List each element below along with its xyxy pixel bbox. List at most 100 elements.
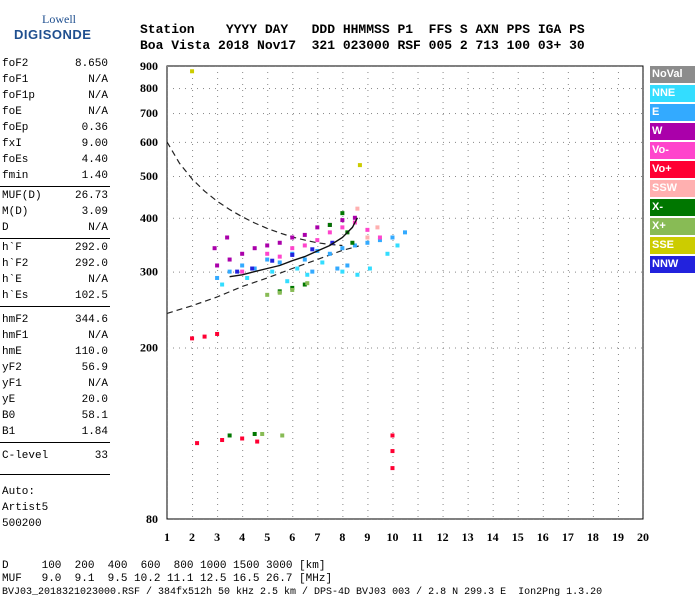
echo-point	[390, 235, 395, 240]
grid-dot	[467, 336, 469, 337]
grid-dot	[167, 516, 168, 517]
grid-dot	[492, 306, 494, 307]
grid-dot	[267, 318, 269, 319]
grid-dot	[292, 480, 294, 481]
grid-dot	[617, 180, 619, 181]
grid-dot	[192, 288, 194, 289]
grid-dot	[542, 198, 544, 199]
grid-dot	[275, 176, 276, 178]
grid-dot	[217, 402, 219, 403]
grid-dot	[292, 336, 294, 337]
grid-dot	[569, 271, 570, 273]
grid-dot	[367, 498, 369, 499]
grid-dot	[263, 176, 264, 178]
grid-dot	[542, 354, 544, 355]
grid-dot	[192, 456, 194, 457]
grid-dot	[179, 176, 180, 178]
echo-point	[403, 230, 407, 235]
grid-dot	[442, 240, 444, 241]
grid-dot	[467, 390, 469, 391]
grid-dot	[389, 141, 390, 143]
grid-dot	[617, 384, 619, 385]
grid-dot	[542, 300, 544, 301]
grid-dot	[167, 486, 168, 487]
grid-dot	[192, 402, 194, 403]
x-tick-label: 3	[214, 530, 220, 544]
grid-dot	[467, 324, 469, 325]
grid-dot	[292, 414, 294, 415]
grid-dot	[367, 360, 369, 361]
grid-dot	[442, 228, 444, 229]
grid-dot	[593, 271, 594, 273]
grid-dot	[242, 366, 244, 367]
grid-dot	[587, 113, 588, 115]
grid-dot	[267, 336, 269, 337]
grid-dot	[292, 144, 294, 145]
grid-dot	[292, 234, 294, 235]
grid-dot	[367, 222, 369, 223]
grid-dot	[359, 113, 360, 115]
grid-dot	[389, 66, 390, 67]
grid-dot	[592, 426, 594, 427]
grid-dot	[467, 282, 469, 283]
grid-dot	[392, 414, 394, 415]
grid-dot	[342, 132, 344, 133]
echo-point	[240, 269, 245, 274]
grid-dot	[367, 240, 369, 241]
grid-dot	[217, 174, 219, 175]
grid-dot	[517, 384, 519, 385]
grid-dot	[517, 78, 519, 79]
grid-dot	[442, 180, 444, 181]
grid-dot	[367, 504, 369, 505]
grid-dot	[317, 402, 319, 403]
grid-dot	[317, 347, 318, 349]
grid-dot	[311, 519, 312, 520]
grid-dot	[567, 222, 569, 223]
grid-dot	[292, 306, 294, 307]
grid-dot	[389, 347, 390, 349]
grid-dot	[392, 342, 394, 343]
grid-dot	[417, 228, 419, 229]
grid-dot	[567, 276, 569, 277]
grid-dot	[467, 126, 469, 127]
grid-dot	[442, 162, 444, 163]
grid-dot	[539, 271, 540, 273]
grid-dot	[592, 150, 594, 151]
grid-dot	[449, 141, 450, 143]
grid-dot	[367, 102, 369, 103]
grid-dot	[221, 519, 222, 520]
grid-dot	[292, 258, 294, 259]
grid-dot	[267, 384, 269, 385]
echo-point	[285, 279, 290, 284]
grid-dot	[185, 88, 186, 90]
grid-dot	[517, 396, 519, 397]
grid-dot	[442, 138, 444, 139]
grid-dot	[635, 88, 636, 90]
grid-dot	[417, 366, 419, 367]
grid-dot	[643, 396, 644, 397]
echo-point	[335, 266, 340, 271]
grid-dot	[517, 426, 519, 427]
grid-dot	[521, 271, 522, 273]
grid-dot	[592, 108, 594, 109]
param-label: M(D)	[2, 206, 29, 218]
grid-dot	[442, 312, 444, 313]
grid-dot	[317, 366, 319, 367]
grid-dot	[203, 217, 204, 219]
grid-dot	[305, 176, 306, 178]
grid-dot	[542, 372, 544, 373]
grid-dot	[317, 258, 319, 259]
grid-dot	[569, 113, 570, 115]
grid-dot	[392, 90, 394, 91]
grid-dot	[392, 318, 394, 319]
grid-dot	[317, 113, 318, 115]
grid-dot	[643, 420, 644, 421]
grid-dot	[542, 156, 544, 157]
grid-dot	[267, 234, 269, 235]
grid-dot	[401, 271, 402, 273]
x-tick-label: 5	[264, 530, 270, 544]
grid-dot	[617, 186, 619, 187]
grid-dot	[342, 504, 344, 505]
grid-dot	[617, 510, 619, 511]
grid-dot	[167, 456, 168, 457]
